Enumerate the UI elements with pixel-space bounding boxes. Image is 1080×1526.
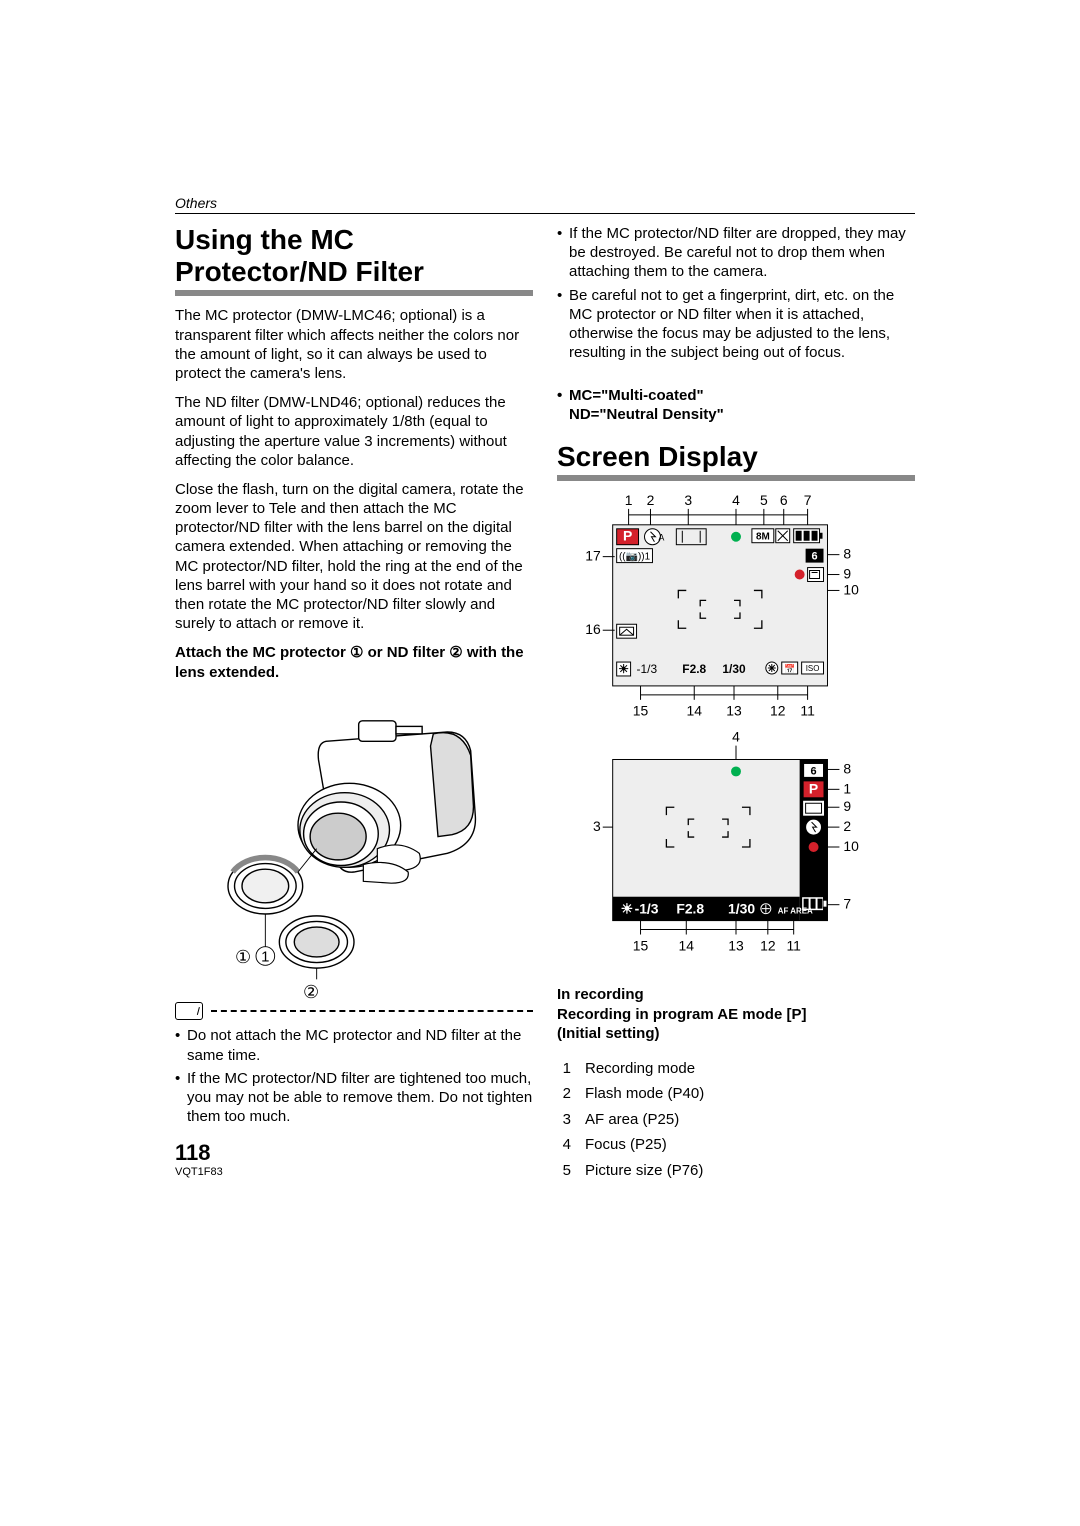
svg-text:☀: ☀ [618, 662, 629, 676]
definitions: •MC="Multi-coated" ND="Neutral Density" [557, 366, 915, 425]
svg-text:ISO: ISO [806, 664, 820, 673]
svg-text:9: 9 [843, 566, 851, 582]
list-item: 2Flash mode (P40) [557, 1081, 915, 1107]
svg-text:6: 6 [780, 492, 788, 508]
rec-mode-heading: Recording in program AE mode [P] [557, 1005, 915, 1025]
left-column: Using the MC Protector/ND Filter The MC … [175, 224, 533, 1183]
svg-text:5: 5 [760, 492, 768, 508]
svg-text:3: 3 [593, 818, 601, 834]
svg-text:F2.8: F2.8 [682, 662, 706, 676]
svg-text:3: 3 [684, 492, 692, 508]
svg-text:1: 1 [843, 780, 851, 796]
recording-list: 1Recording mode 2Flash mode (P40) 3AF ar… [557, 1056, 915, 1184]
para-mc-protector: The MC protector (DMW-LMC46; optional) i… [175, 306, 533, 383]
list-item: 5Picture size (P76) [557, 1158, 915, 1184]
svg-text:9: 9 [843, 798, 851, 814]
svg-text:A: A [658, 533, 664, 543]
svg-text:11: 11 [800, 703, 815, 719]
svg-text:2: 2 [647, 492, 655, 508]
label-one: ① [235, 947, 251, 968]
title-underline [175, 290, 533, 296]
svg-text:1/30: 1/30 [728, 901, 755, 917]
note-icon [175, 1002, 203, 1020]
svg-text:-1/3: -1/3 [637, 662, 658, 676]
svg-text:10: 10 [843, 581, 859, 597]
svg-text:10: 10 [843, 838, 859, 854]
svg-text:P: P [623, 528, 632, 544]
svg-text:14: 14 [686, 703, 702, 719]
svg-text:8: 8 [843, 760, 851, 776]
note-item: If the MC protector/ND filter are tighte… [175, 1069, 533, 1127]
initial-setting: (Initial setting) [557, 1024, 915, 1044]
in-recording-heading: In recording [557, 985, 915, 1005]
svg-text:8M: 8M [756, 532, 770, 543]
screen-display-diagram: 1 2 3 4 5 6 7 [557, 491, 915, 973]
svg-text:14: 14 [679, 937, 695, 953]
attach-heading: Attach the MC protector ① or ND filter ②… [175, 643, 533, 682]
right-column: If the MC protector/ND filter are droppe… [557, 224, 915, 1183]
label-two: ② [303, 982, 319, 1003]
svg-text:7: 7 [804, 492, 812, 508]
diag-label: 1 [625, 492, 633, 508]
right-title: Screen Display [557, 441, 915, 473]
note-item: Do not attach the MC protector and ND fi… [175, 1026, 533, 1064]
left-notes: Do not attach the MC protector and ND fi… [175, 1026, 533, 1126]
section-label: Others [175, 195, 915, 214]
doc-code: VQT1F83 [175, 1166, 533, 1178]
filter-label-1: 1 [261, 949, 269, 966]
svg-text:17: 17 [585, 548, 601, 564]
svg-text:16: 16 [585, 621, 601, 637]
svg-text:6: 6 [812, 551, 818, 563]
svg-text:8: 8 [843, 546, 851, 562]
svg-text:4: 4 [732, 729, 740, 745]
svg-text:((📷))1: ((📷))1 [619, 552, 651, 563]
right-continued-notes: If the MC protector/ND filter are droppe… [557, 224, 915, 362]
left-title: Using the MC Protector/ND Filter [175, 224, 533, 288]
para-instructions: Close the flash, turn on the digital cam… [175, 480, 533, 634]
list-item: 3AF area (P25) [557, 1107, 915, 1133]
para-nd-filter: The ND filter (DMW-LND46; optional) redu… [175, 393, 533, 470]
page-number: 118 [175, 1140, 533, 1166]
list-item: 4Focus (P25) [557, 1132, 915, 1158]
title-underline-2 [557, 475, 915, 481]
svg-text:F2.8: F2.8 [676, 901, 704, 917]
svg-text:1/30: 1/30 [722, 662, 746, 676]
svg-text:☀: ☀ [621, 901, 633, 917]
svg-text:-1/3: -1/3 [635, 901, 659, 917]
svg-text:AF AREA: AF AREA [778, 907, 813, 916]
svg-text:7: 7 [843, 896, 851, 912]
svg-text:4: 4 [732, 492, 740, 508]
note-item: If the MC protector/ND filter are droppe… [557, 224, 915, 282]
svg-text:12: 12 [760, 937, 776, 953]
svg-text:6: 6 [811, 765, 817, 777]
svg-text:15: 15 [633, 937, 649, 953]
note-item: Be careful not to get a fingerprint, dir… [557, 286, 915, 363]
svg-text:13: 13 [728, 937, 744, 953]
note-divider [175, 1002, 533, 1020]
svg-text:15: 15 [633, 703, 649, 719]
svg-text:13: 13 [726, 703, 742, 719]
camera-illustration: 1 [175, 694, 533, 994]
svg-text:12: 12 [770, 703, 786, 719]
svg-text:P: P [809, 780, 818, 796]
svg-text:📅: 📅 [784, 663, 795, 674]
svg-text:11: 11 [786, 937, 801, 953]
list-item: 1Recording mode [557, 1056, 915, 1082]
svg-text:2: 2 [843, 818, 851, 834]
